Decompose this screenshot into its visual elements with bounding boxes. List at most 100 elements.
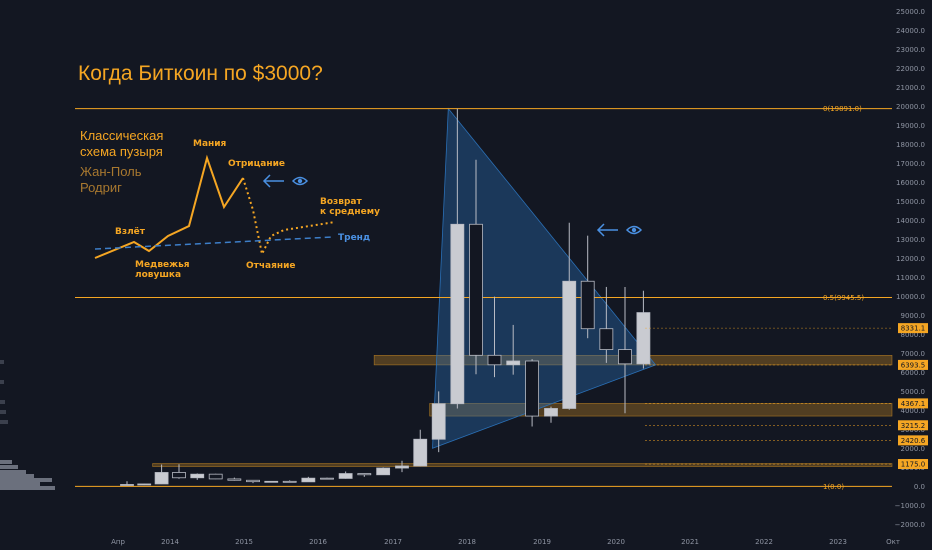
- candle-body: [338, 473, 353, 479]
- scheme-label-line2: схема пузыря: [80, 144, 163, 159]
- x-tick-label: 2022: [755, 538, 773, 546]
- y-tick-label: 7000.0: [901, 350, 926, 358]
- y-tick-label: 4000.0: [901, 407, 926, 415]
- volume-profile-bar: [0, 460, 12, 464]
- y-tick-label: 21000.0: [896, 84, 925, 92]
- candle-body: [618, 349, 632, 365]
- volume-profile-bar: [0, 420, 8, 424]
- candle-body: [172, 472, 186, 479]
- fib-levels: 0(19891.0) 0.5(9945.5) 1(0.0): [75, 105, 892, 491]
- y-tick-label: 23000.0: [896, 46, 925, 54]
- y-tick-label: 5000.0: [901, 388, 926, 396]
- stage-mania: Мания: [193, 139, 227, 149]
- price-tag-label: 8331.1: [901, 325, 926, 333]
- chart-title: Когда Биткоин по $3000?: [78, 62, 323, 85]
- y-tick-label: 16000.0: [896, 179, 925, 187]
- candle-body: [190, 473, 205, 479]
- candle-body: [246, 479, 260, 483]
- price-tag-label: 6393.5: [901, 361, 926, 369]
- candle-body: [320, 477, 334, 480]
- volume-profile-bar: [0, 470, 26, 474]
- y-tick-label: 12000.0: [896, 255, 925, 263]
- y-tick-label: 24000.0: [896, 27, 925, 35]
- y-tick-label: 19000.0: [896, 122, 925, 130]
- candle-body: [580, 280, 595, 330]
- stage-return-2: к среднему: [320, 207, 380, 217]
- price-tag-box: [898, 359, 928, 370]
- support-zone: [373, 354, 893, 366]
- volume-profile-bar: [0, 474, 34, 478]
- price-tag-label: 4367.1: [901, 400, 926, 408]
- x-tick-label: 2020: [607, 538, 625, 546]
- x-tick-label: Апр: [111, 538, 125, 546]
- price-tag-box: [898, 398, 928, 409]
- volume-profile-bar: [0, 482, 40, 486]
- volume-profile-bar: [0, 478, 52, 482]
- candle-body: [120, 484, 134, 486]
- eye-icon: [291, 176, 309, 186]
- fib-level-label: 0(19891.0): [823, 105, 862, 113]
- price-tag-label: 3215.2: [901, 422, 926, 430]
- arrow-icon: [262, 174, 284, 188]
- candle-body: [395, 465, 409, 469]
- price-tag-box: [898, 323, 928, 334]
- stage-denial: Отрицание: [228, 159, 285, 169]
- bubble-curve: [94, 154, 244, 259]
- x-tick-label: 2018: [458, 538, 476, 546]
- author-line2: Родриг: [80, 180, 122, 195]
- volume-profile-bar: [0, 360, 4, 364]
- arrow-icon: [596, 223, 618, 237]
- stage-takeoff: Взлёт: [115, 227, 146, 237]
- y-tick-label: −1000.0: [895, 502, 925, 510]
- y-tick-label: 14000.0: [896, 217, 925, 225]
- candle-body: [137, 483, 152, 486]
- y-tick-label: 11000.0: [896, 274, 925, 282]
- candle-body: [227, 478, 242, 481]
- volume-profile-bar: [0, 486, 55, 490]
- x-tick-label: Окт: [886, 538, 900, 546]
- candle-body: [208, 473, 223, 480]
- author-line1: Жан-Поль: [80, 164, 142, 179]
- candle-body: [450, 223, 465, 405]
- y-tick-label: 13000.0: [896, 236, 925, 244]
- price-tag-box: [898, 459, 928, 470]
- candle-body: [357, 473, 372, 476]
- candle-body: [544, 408, 558, 417]
- trend-label: Тренд: [338, 233, 370, 243]
- x-tick-label: 2023: [829, 538, 847, 546]
- stage-bear-trap-1: Медвежья: [135, 260, 190, 270]
- y-tick-label: 18000.0: [896, 141, 925, 149]
- candle-body: [525, 360, 539, 417]
- y-tick-label: −2000.0: [895, 521, 925, 529]
- candles: [120, 108, 651, 486]
- x-tick-label: 2015: [235, 538, 253, 546]
- stage-bear-trap-2: ловушка: [135, 270, 181, 280]
- x-axis: Апр 2014 2015 2016 2017 2018 2019 2020 2021 2022 2…: [111, 538, 900, 546]
- price-tag-label: 2420.6: [901, 437, 926, 445]
- y-tick-label: 22000.0: [896, 65, 925, 73]
- price-tag-box: [898, 420, 928, 431]
- volume-profile: [0, 360, 55, 490]
- y-tick-label: 2000.0: [901, 445, 926, 453]
- candle-body: [282, 480, 297, 483]
- scheme-label-line1: Классическая: [80, 128, 163, 143]
- candle-body: [264, 480, 279, 483]
- candle-body: [636, 312, 651, 365]
- stage-despair: Отчаяние: [246, 261, 296, 271]
- x-tick-label: 2014: [161, 538, 179, 546]
- candle-body: [469, 223, 483, 356]
- candle-body: [599, 328, 614, 351]
- y-tick-label: 25000.0: [896, 8, 925, 16]
- fib-level-label: 0.5(9945.5): [823, 294, 864, 302]
- bubble-scheme: Классическая схема пузыря Жан-Поль Родри…: [80, 128, 380, 280]
- stage-return-1: Возврат: [320, 197, 362, 207]
- y-tick-label: 17000.0: [896, 160, 925, 168]
- support-zone: [152, 463, 893, 467]
- candle-body: [376, 467, 391, 476]
- volume-profile-bar: [0, 380, 4, 384]
- price-tags: 8331.1 6393.5 4367.1 3215.2 2420.6 1175.0: [645, 323, 928, 470]
- y-tick-label: 6000.0: [901, 369, 926, 377]
- candle-body: [431, 403, 446, 440]
- y-axis: 25000.0 24000.0 23000.0 22000.0 21000.0 20000…: [895, 8, 925, 529]
